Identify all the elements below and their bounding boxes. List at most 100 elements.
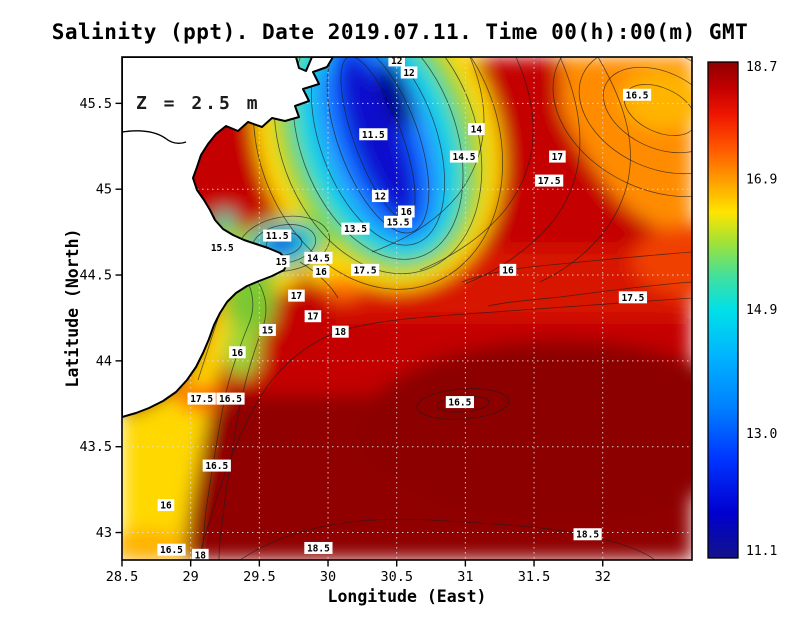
contour-label-box [273, 255, 290, 268]
contour-label-box [449, 150, 479, 163]
colorbar-gradient [707, 61, 739, 559]
contour-line [464, 57, 581, 285]
coastal-islet [261, 255, 265, 259]
land-mass [122, 57, 334, 418]
y-axis-title: Latitude (North) [63, 229, 82, 388]
contour-line [371, 57, 485, 253]
depth-annotation: Z = 2.5 m [136, 93, 261, 114]
y-tick-label: 44.5 [79, 268, 112, 284]
contour-line [218, 269, 267, 560]
x-tick-label: 30 [320, 569, 336, 585]
contour-label-value: 17 [552, 152, 563, 163]
x-tick-label: 29 [183, 569, 199, 585]
chart-title: Salinity (ppt). Date 2019.07.11. Time 00… [52, 20, 749, 44]
contour-label-box [499, 263, 517, 276]
contour-label-box [535, 174, 564, 187]
colorbar-tick-label: 13.0 [746, 427, 777, 442]
field-blob [378, 60, 414, 130]
colorbar-tick-label: 16.9 [746, 172, 777, 187]
contour-label-value: 14 [471, 125, 483, 136]
colorbar-tick-label: 11.1 [746, 544, 777, 559]
contour-label-box [359, 128, 388, 141]
contour-label-value: 18 [335, 327, 347, 338]
contour-label-value: 14.5 [307, 253, 330, 264]
x-axis-title: Longitude (East) [328, 587, 487, 606]
y-tick-label: 43.5 [79, 439, 112, 455]
colorbar-tick-label: 18.7 [746, 60, 777, 75]
contour-line [273, 57, 483, 275]
contour-label-value: 16.5 [219, 394, 242, 405]
field-blob [632, 224, 692, 296]
contour-label-box [304, 251, 333, 264]
contour-label-value: 11.5 [362, 130, 385, 141]
y-tick-label: 43 [96, 525, 112, 541]
contour-label-value: 16 [315, 267, 327, 278]
contour-line [252, 57, 504, 290]
contour-label-value: 13.5 [344, 224, 367, 235]
coastal-islet [199, 245, 203, 249]
field-blob [322, 276, 362, 298]
contour-line [487, 281, 692, 307]
contour-label-box [398, 205, 415, 218]
contour-label-box [549, 150, 566, 163]
liman-coastline [121, 130, 187, 145]
contour-line [326, 57, 430, 234]
coastal-islet [193, 199, 199, 205]
contour-label-value: 15 [276, 257, 288, 268]
y-tick-label: 45 [96, 182, 112, 198]
coastal-islet [250, 245, 256, 251]
contour-label-value: 16 [502, 265, 514, 276]
contour-label-value: 17.5 [621, 293, 644, 304]
contour-line [539, 57, 631, 283]
contour-label-value: 12 [374, 192, 385, 203]
contour-label-value: 15 [262, 325, 274, 336]
contour-label-box [622, 88, 652, 101]
contour-line [416, 388, 510, 420]
land-layer [121, 57, 334, 418]
contour-label-value: 11.5 [266, 231, 289, 242]
contour-label-box [229, 346, 246, 359]
contour-line [419, 57, 534, 271]
contour-label-value: 18.5 [307, 543, 330, 554]
contour-label-value: 16 [232, 348, 244, 359]
contour-label-box [573, 528, 602, 541]
contour-label-value: 16.5 [205, 461, 228, 472]
contour-label-box [351, 263, 380, 276]
contour-line [292, 57, 464, 260]
x-tick-label: 32 [595, 569, 611, 585]
contour-line [602, 66, 692, 154]
contour-label-box [157, 543, 186, 556]
contour-label-box [468, 123, 485, 136]
contour-label-box [332, 325, 349, 338]
x-tick-label: 28.5 [106, 569, 139, 585]
contour-label-box [191, 548, 209, 561]
plot-frame [121, 56, 693, 561]
field-blob [360, 340, 692, 520]
contour-label-box [304, 541, 333, 554]
contour-label-box [371, 190, 389, 203]
contour-label-box [400, 66, 418, 79]
contour-label-box [341, 222, 370, 235]
coastal-islet [203, 210, 207, 214]
y-tick-label: 44 [96, 353, 112, 369]
contour-label-value: 17.5 [190, 394, 213, 405]
contour-label-value: 17 [291, 291, 302, 302]
contour-label-box [312, 265, 330, 278]
contour-line [310, 57, 446, 246]
contour-label-box [263, 229, 292, 242]
contour-label-box [288, 289, 305, 302]
contour-label-value: 18 [195, 550, 207, 561]
contour-label-value: 17.5 [538, 176, 561, 187]
contour-label-value: 12 [403, 68, 414, 79]
contour-label-box [383, 215, 413, 228]
contour-label-box [202, 459, 231, 472]
contour-label-value: 16 [160, 501, 172, 512]
contour-label-value: 16 [401, 207, 413, 218]
colorbar-tick-label: 14.9 [746, 303, 777, 318]
contour-label-value: 14.5 [453, 152, 476, 163]
contour-label-box [208, 241, 237, 254]
contour-label-value: 16.5 [626, 90, 649, 101]
